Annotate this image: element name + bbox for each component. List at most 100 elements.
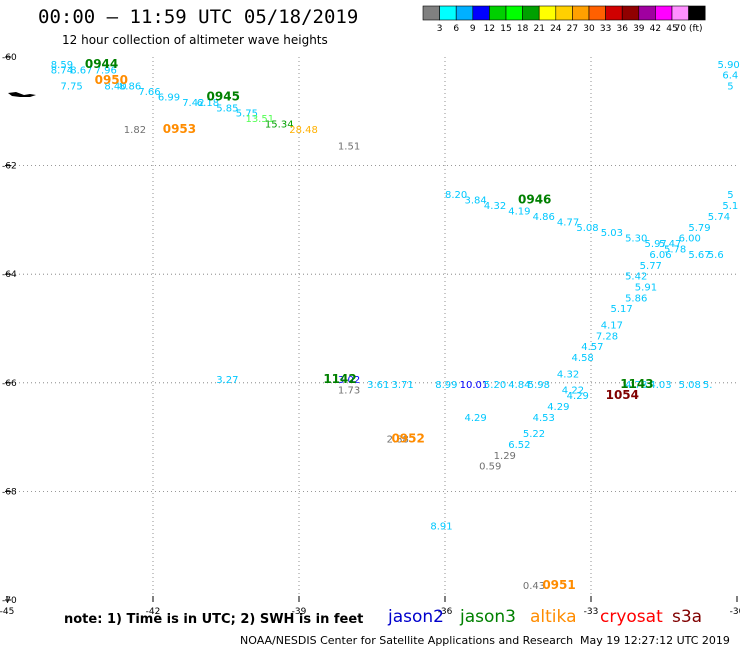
pass-time-label: 0946 [518, 193, 551, 207]
y-tick-label: -70 [2, 596, 17, 606]
colorbar-swatch [638, 5, 656, 21]
wave-height-label: 1.73 [338, 386, 360, 397]
wave-height-label: 8.91 [430, 521, 452, 532]
colorbar-swatch [605, 5, 623, 21]
wave-height-label: 8.20 [445, 190, 467, 201]
wave-height-label: 5.90 [718, 60, 740, 71]
wave-height-label: 4.32 [557, 369, 579, 380]
wave-height-label: 5 [727, 190, 733, 201]
colorbar-tick-label: 30 [583, 24, 595, 34]
wave-height-label: 4.29 [567, 391, 589, 402]
legend-s3a: s3a [672, 607, 703, 627]
wave-height-label: 6.4 [722, 71, 738, 82]
colorbar-tick-label: 24 [550, 24, 562, 34]
wave-height-label: 4.29 [547, 402, 569, 413]
wave-height-label: 7.66 [138, 87, 160, 98]
colorbar-swatch [472, 5, 490, 21]
wave-height-label: 7.96 [95, 65, 117, 76]
wave-height-points: 8.598.748.67 7.75 7.96 8.408.867.666.99 7.42… [51, 60, 740, 592]
legend-cryosat: cryosat [600, 607, 663, 627]
wave-height-label: 5.85 [216, 103, 238, 114]
wave-height-label: 5.91 [635, 282, 657, 293]
wave-height-label: 5.78 [664, 244, 686, 255]
wave-height-label: 4.32 [484, 201, 506, 212]
colorbar-tick-label: 39 [633, 24, 645, 34]
wave-height-label: 5.67 [688, 250, 710, 261]
wave-height-label: 5.75 [236, 109, 258, 120]
wave-height-label: 4.53 [533, 413, 555, 424]
pass-time-label: 1054 [606, 388, 639, 402]
pass-time-label: 0945 [207, 89, 240, 103]
colorbar-swatch [621, 5, 640, 21]
legend-altika: altika [530, 607, 577, 627]
colorbar-tick-label: 6 [453, 24, 459, 34]
colorbar-swatch [588, 5, 606, 21]
pass-time-label: 0950 [95, 73, 128, 87]
wave-height-label: 15.34 [265, 120, 294, 131]
wave-height-label: 5.03 [601, 228, 623, 239]
colorbar-swatch [422, 5, 440, 21]
wave-height-label: 1.29 [494, 451, 516, 462]
wave-height-label: 5.1 [722, 201, 738, 212]
wave-height-label: 4.19 [508, 206, 530, 217]
wave-height-label: 8.67 [70, 65, 92, 76]
colorbar-swatch [522, 5, 540, 21]
pass-time-label: 0952 [391, 432, 424, 446]
wave-height-label: 4.17 [601, 321, 623, 332]
colorbar-tick-label: 33 [600, 24, 611, 34]
pass-time-label: 1142 [323, 372, 356, 386]
colorbar-tick-label: 9 [470, 24, 476, 34]
wave-height-label: 5.08 [576, 223, 598, 234]
colorbar-swatch [671, 5, 689, 21]
colorbar-swatch [572, 5, 590, 21]
wave-height-label: 5.42 [625, 272, 647, 283]
wave-height-label: 6.06 [649, 250, 671, 261]
colorbar-swatch [489, 5, 507, 21]
wave-height-label: 10.01 [460, 380, 489, 391]
wave-height-label: 8.59 [51, 60, 73, 71]
wave-height-label: 1.51 [338, 141, 360, 152]
colorbar-tick-label: 27 [567, 24, 578, 34]
wave-height-label: 3.71 [391, 380, 413, 391]
pass-time-label: 1143 [620, 377, 653, 391]
chart-subtitle: 12 hour collection of altimeter wave hei… [62, 33, 328, 47]
x-tick-label: -36 [438, 607, 453, 617]
colorbar-swatch [439, 5, 457, 21]
wave-height-label: 4.22 [562, 386, 584, 397]
wave-height-label: 3.02 [338, 375, 360, 386]
y-tick-label: -60 [2, 53, 17, 63]
wave-height-label: 13.51 [245, 114, 274, 125]
y-tick-label: -62 [2, 162, 17, 172]
y-tick-label: -64 [2, 270, 17, 280]
wave-height-label: 5 [727, 82, 733, 93]
wave-height-label: 6.18 [197, 98, 219, 109]
wave-height-label: 7.28 [596, 331, 618, 342]
wave-height-label: 5.79 [688, 223, 710, 234]
colorbar-tick-label: 18 [517, 24, 529, 34]
wave-height-label: 5.47 [659, 239, 681, 250]
wave-height-label: 8.99 [435, 380, 457, 391]
coastline-fragment [8, 92, 36, 97]
footer-note: note: 1) Time is in UTC; 2) SWH is in fe… [64, 612, 364, 627]
wave-height-label: 4.86 [533, 212, 555, 223]
x-tick-label: -42 [146, 607, 161, 617]
colorbar-swatch [555, 5, 573, 21]
colorbar-tick-label: 21 [533, 24, 544, 34]
legend-jason2: jason2 [388, 607, 444, 627]
colorbar-swatch [455, 5, 474, 21]
wave-height-label: 6.00 [679, 234, 701, 245]
wave-height-label: 5.20 [484, 380, 506, 391]
wave-height-label: 28.48 [289, 125, 318, 136]
footer-credit: NOAA/NESDIS Center for Satellite Applica… [240, 634, 574, 647]
colorbar-swatch [505, 5, 523, 21]
colorbar-swatch [538, 5, 557, 21]
wave-height-label: 4.84 [508, 380, 530, 391]
wave-height-label: 4.03 [649, 380, 671, 391]
colorbar-swatch [655, 5, 673, 21]
wave-height-label: 4.58 [572, 353, 594, 364]
y-tick-label: -68 [2, 487, 17, 497]
y-tick-label: -66 [2, 379, 17, 389]
